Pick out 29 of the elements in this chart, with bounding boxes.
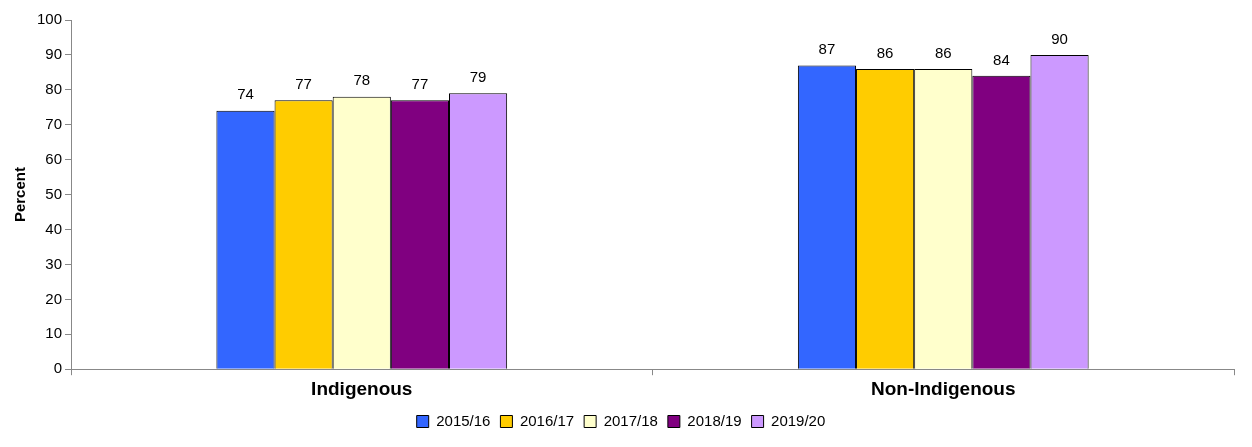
y-tick-label: 0: [53, 359, 63, 377]
legend-label: 2018/19: [687, 411, 742, 429]
data-label: 79: [469, 67, 487, 85]
x-tick-label: Non-Indigenous: [870, 377, 1016, 399]
data-label: 74: [237, 85, 254, 103]
data-label: 77: [295, 74, 312, 92]
legend-label: 2015/16: [436, 411, 491, 429]
y-tick-label: 100: [37, 10, 63, 28]
y-axis-title: Percent: [11, 167, 29, 223]
data-label: 90: [1051, 29, 1068, 47]
y-tick-label: 40: [45, 219, 63, 237]
data-label: 87: [818, 40, 836, 58]
legend-label: 2019/20: [771, 411, 826, 429]
y-tick-label: 80: [45, 79, 63, 97]
y-tick-label: 50: [45, 184, 63, 202]
y-tick-label: 20: [45, 289, 63, 307]
legend-label: 2017/18: [603, 411, 658, 429]
y-tick-label: 30: [45, 254, 63, 272]
data-label: 77: [411, 74, 429, 92]
legend-label: 2016/17: [519, 411, 575, 429]
y-tick-label: 70: [45, 114, 63, 132]
y-tick-label: 90: [45, 45, 63, 63]
data-label: 78: [353, 71, 371, 89]
data-label: 86: [934, 43, 952, 61]
y-tick-label: 10: [45, 324, 63, 342]
data-label: 86: [876, 43, 894, 61]
x-tick-label: Indigenous: [311, 377, 413, 399]
data-label: 84: [993, 50, 1010, 68]
y-tick-label: 60: [45, 149, 63, 167]
